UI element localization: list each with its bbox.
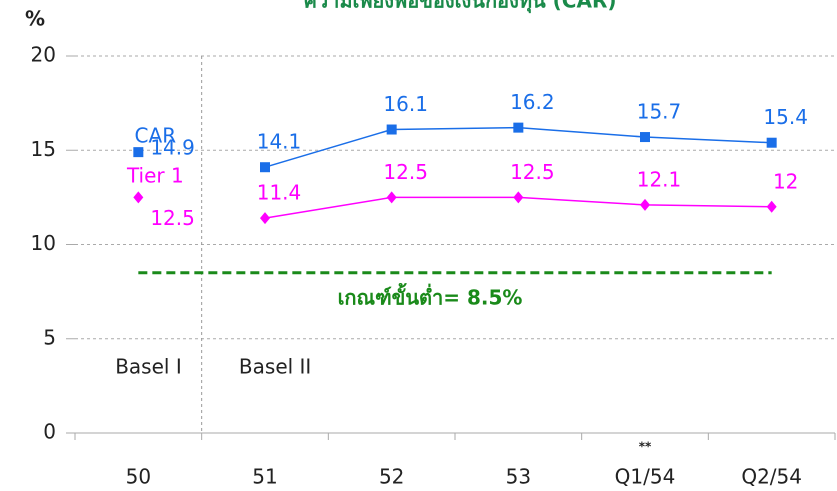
y-tick-label: 15 [31,137,56,161]
marker [386,191,397,204]
data-label: 12.1 [637,167,682,191]
data-label: 11.4 [257,181,302,205]
marker [260,162,270,173]
data-label: 15.4 [763,105,808,129]
era-label: Basel I [115,355,182,379]
threshold-label: เกณฑ์ขั้นต่ำ= 8.5% [338,283,523,310]
data-label: 12.5 [383,160,428,184]
x-tick-label: Q1/54 [615,465,676,489]
marker [133,191,144,204]
y-axis-label: % [25,7,45,31]
marker [260,212,270,225]
data-label: 12.5 [150,206,195,230]
data-label: 16.1 [383,92,428,116]
x-tick-label: 51 [252,465,277,489]
marker [640,132,650,143]
legend-label: Tier 1 [126,164,184,188]
marker [640,198,650,211]
legend-label: CAR [135,124,177,148]
marker [766,137,777,148]
x-tick-label: 50 [126,465,151,489]
marker [386,124,397,135]
x-tick-label: 53 [506,465,531,489]
y-tick-label: 20 [31,43,56,67]
x-tick-label: 52 [379,465,404,489]
data-label: 15.7 [637,100,682,124]
y-tick-label: 0 [43,420,56,444]
marker [513,191,524,204]
y-tick-label: 5 [43,325,56,349]
x-tick-label: Q2/54 [741,465,802,489]
data-label: 12.5 [510,160,555,184]
data-label: 14.1 [257,130,302,154]
annotation: ** [639,440,652,454]
data-label: 12 [773,169,798,193]
data-label: 14.9 [150,136,195,160]
chart-title: ความเพียงพอของเงินกองทุน (CAR) [304,0,617,14]
marker [766,200,777,213]
marker [133,147,144,158]
data-label: 16.2 [510,90,555,114]
era-label: Basel II [239,355,311,379]
marker [513,122,524,133]
y-tick-label: 10 [31,231,56,255]
